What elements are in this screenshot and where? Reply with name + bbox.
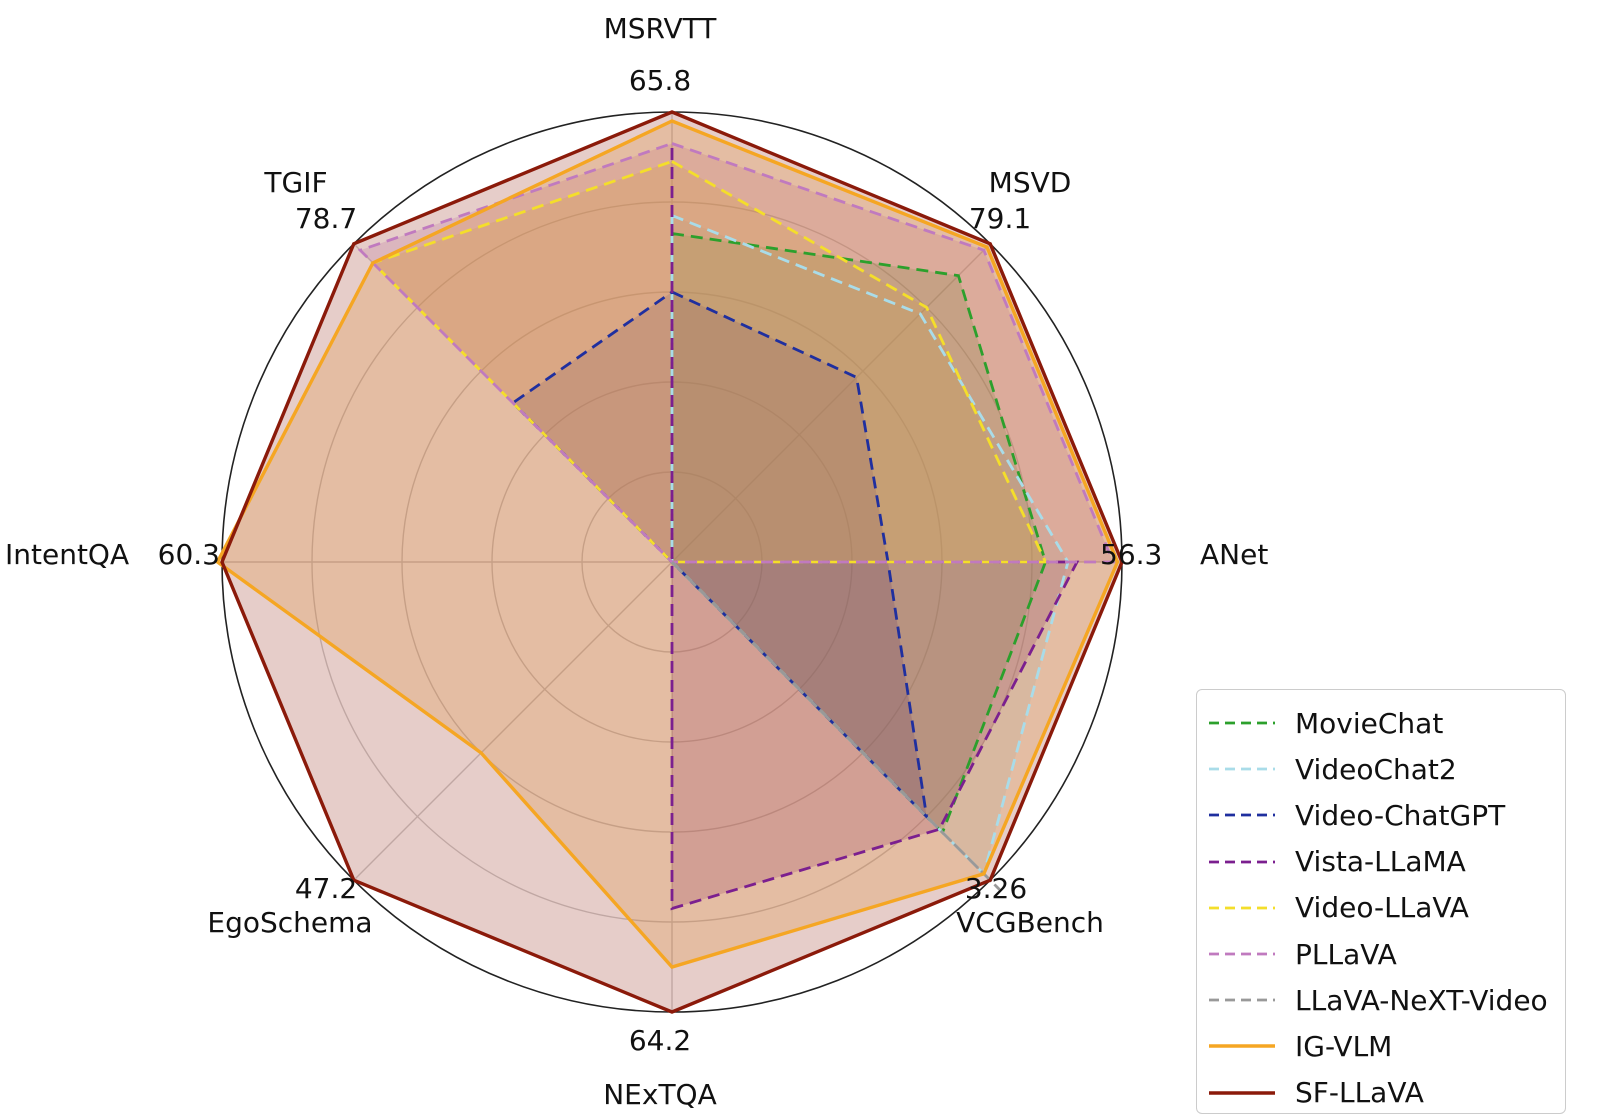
legend-swatch-video-chatgpt (1209, 810, 1275, 820)
legend-item-video-chatgpt: Video-ChatGPT (1197, 792, 1565, 838)
legend-swatch-vista-llama (1209, 857, 1275, 867)
legend-label-llava-next-video: LLaVA-NeXT-Video (1295, 984, 1548, 1017)
legend-swatch-sf-llava (1209, 1088, 1275, 1098)
legend-item-llava-next-video: LLaVA-NeXT-Video (1197, 977, 1565, 1023)
axis-max-tgif: 78.7 (295, 202, 357, 235)
axis-label-msrvtt: MSRVTT (604, 12, 718, 45)
legend-item-moviechat: MovieChat (1197, 700, 1565, 746)
legend-item-ig-vlm: IG-VLM (1197, 1023, 1565, 1069)
legend-item-pllava: PLLaVA (1197, 931, 1565, 977)
legend-swatch-pllava (1209, 949, 1275, 959)
legend: MovieChat VideoChat2 Video-ChatGPT Vista-LL… (1196, 689, 1566, 1114)
axis-max-msrvtt: 65.8 (629, 64, 691, 97)
legend-label-moviechat: MovieChat (1295, 707, 1443, 740)
legend-swatch-videochat2 (1209, 764, 1275, 774)
axis-max-msvd: 79.1 (969, 202, 1031, 235)
legend-label-ig-vlm: IG-VLM (1295, 1030, 1392, 1063)
legend-label-vista-llama: Vista-LLaMA (1295, 845, 1466, 878)
legend-item-video-llava: Video-LLaVA (1197, 885, 1565, 931)
axis-label-vcgbench: VCGBench (956, 906, 1104, 939)
axis-max-anet: 56.3 (1100, 538, 1162, 571)
legend-label-video-chatgpt: Video-ChatGPT (1295, 799, 1505, 832)
axis-max-intentqa: 60.3 (158, 538, 220, 571)
legend-swatch-moviechat (1209, 718, 1275, 728)
axis-max-vcgbench: 3.26 (965, 872, 1027, 905)
legend-label-sf-llava: SF-LLaVA (1295, 1076, 1424, 1109)
axis-max-egoschema: 47.2 (295, 872, 357, 905)
axis-max-nextqa: 64.2 (629, 1024, 691, 1057)
axis-label-msvd: MSVD (989, 166, 1072, 199)
legend-item-videochat2: VideoChat2 (1197, 746, 1565, 792)
axis-label-intentqa: IntentQA (5, 538, 129, 571)
axis-label-nextqa: NExTQA (603, 1078, 717, 1111)
legend-swatch-video-llava (1209, 903, 1275, 913)
axis-label-tgif: TGIF (263, 166, 327, 199)
legend-swatch-ig-vlm (1209, 1041, 1275, 1051)
legend-item-sf-llava: SF-LLaVA (1197, 1070, 1565, 1116)
axis-label-egoschema: EgoSchema (207, 906, 372, 939)
axis-label-anet: ANet (1200, 538, 1268, 571)
legend-label-videochat2: VideoChat2 (1295, 753, 1457, 786)
legend-item-vista-llama: Vista-LLaMA (1197, 839, 1565, 885)
legend-label-video-llava: Video-LLaVA (1295, 891, 1469, 924)
legend-label-pllava: PLLaVA (1295, 938, 1397, 971)
legend-swatch-llava-next-video (1209, 995, 1275, 1005)
